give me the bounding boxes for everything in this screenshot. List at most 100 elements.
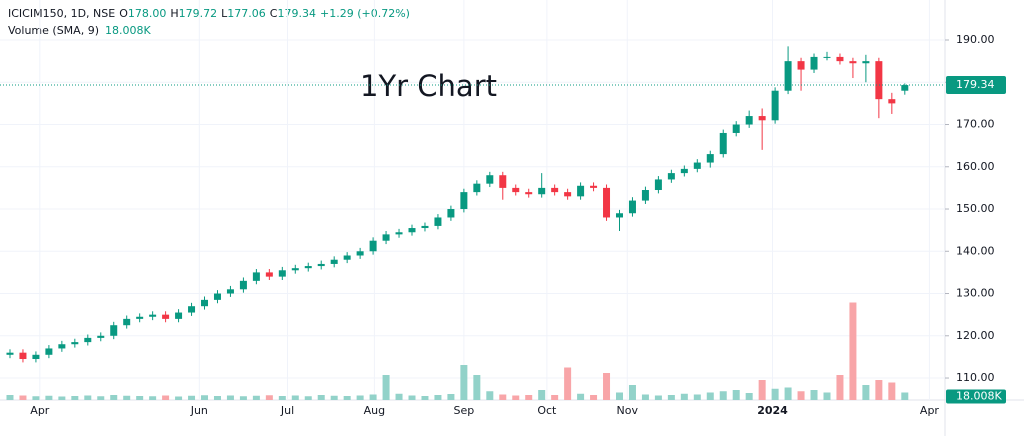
candle-body xyxy=(434,217,442,226)
x-tick-label: Jul xyxy=(280,404,294,417)
candle-body xyxy=(330,259,338,264)
volume-tag-label: 18.008K xyxy=(956,389,1002,402)
o-value: 178.00 xyxy=(128,7,167,20)
volume-bar xyxy=(304,396,312,400)
candle-body xyxy=(317,263,325,267)
candle-body xyxy=(849,61,857,64)
y-tick-label: 120.00 xyxy=(956,329,995,342)
volume-bar xyxy=(330,395,338,400)
volume-bar xyxy=(512,395,520,400)
volume-bar xyxy=(901,392,909,400)
volume-bar xyxy=(680,393,688,400)
volume-bar xyxy=(654,395,662,400)
candle-body xyxy=(603,187,611,218)
candle-body xyxy=(447,209,455,218)
volume-bar xyxy=(499,394,507,400)
candle-body xyxy=(369,240,377,252)
volume-bar xyxy=(628,385,636,400)
volume-bar xyxy=(823,392,831,400)
candle-body xyxy=(875,61,883,100)
candle-body xyxy=(45,348,53,355)
annotation: 1Yr Chart xyxy=(360,69,497,103)
candle-body xyxy=(162,314,170,319)
candle-body xyxy=(213,293,221,300)
volume-bar xyxy=(175,396,183,400)
candle-body xyxy=(771,90,779,121)
candle-body xyxy=(6,352,14,355)
candle-body xyxy=(628,200,636,214)
volume-bar xyxy=(395,393,403,400)
c-value: 179.34 xyxy=(277,7,316,20)
x-tick-label: Aug xyxy=(364,404,385,417)
candle-body xyxy=(278,270,286,277)
volume-value: 18.008K xyxy=(105,24,151,37)
candle-body xyxy=(797,61,805,70)
candle-body xyxy=(201,299,209,307)
y-tick-label: 190.00 xyxy=(956,33,995,46)
volume-bar xyxy=(239,396,247,400)
candle-body xyxy=(823,56,831,58)
volume-bar xyxy=(862,385,870,400)
candle-body xyxy=(810,56,818,70)
candle-body xyxy=(252,272,260,281)
volume-bar xyxy=(369,394,377,400)
candle-body xyxy=(615,213,623,218)
candle-body xyxy=(265,272,273,277)
volume-bar xyxy=(382,375,390,400)
candle-body xyxy=(654,179,662,191)
candle-body xyxy=(641,190,649,201)
candle-body xyxy=(732,124,740,133)
y-tick-label: 150.00 xyxy=(956,202,995,215)
l-label: L xyxy=(221,7,228,20)
volume-bar xyxy=(538,390,546,400)
grid xyxy=(0,0,945,400)
volume-bar xyxy=(188,395,196,400)
volume-bar xyxy=(667,395,675,400)
volume-bar xyxy=(836,375,844,400)
volume-bar xyxy=(123,395,131,400)
volume-name: Volume (SMA, 9) xyxy=(8,24,99,37)
volume-bar xyxy=(356,395,364,400)
candle-body xyxy=(175,312,183,319)
x-tick-label: Nov xyxy=(617,404,639,417)
y-tick-label: 130.00 xyxy=(956,287,995,300)
candle-body xyxy=(188,306,196,313)
candle-body xyxy=(408,228,416,233)
volume-bar xyxy=(875,380,883,400)
volume-bar xyxy=(19,395,27,400)
candle-body xyxy=(421,225,429,229)
candle-body xyxy=(901,85,909,91)
candle-body xyxy=(84,337,92,343)
x-tick-label: Sep xyxy=(454,404,475,417)
candle-body xyxy=(719,132,727,155)
candle-body xyxy=(382,234,390,241)
candle-body xyxy=(136,316,144,319)
x-tick-label: Oct xyxy=(537,404,557,417)
volume-bar xyxy=(226,395,234,400)
volume-bar xyxy=(810,390,818,400)
candle-body xyxy=(888,99,896,104)
volume-bar xyxy=(201,395,209,400)
volume-bar xyxy=(888,382,896,400)
y-tick-label: 170.00 xyxy=(956,118,995,131)
volume-bar xyxy=(732,390,740,400)
candle-body xyxy=(486,175,494,184)
candle-body xyxy=(784,61,792,91)
volume-bar xyxy=(693,394,701,400)
y-tick-label: 160.00 xyxy=(956,160,995,173)
candle-body xyxy=(110,325,118,336)
volume-bar xyxy=(603,373,611,400)
candle-body xyxy=(19,352,27,360)
x-tick-label: 2024 xyxy=(757,404,788,417)
candle-body xyxy=(564,192,572,197)
last-price-label: 179.34 xyxy=(956,78,995,91)
volume-bar xyxy=(771,388,779,400)
volume-bar xyxy=(265,395,273,400)
l-value: 177.06 xyxy=(227,7,266,20)
symbol: ICICIM150, 1D, NSE xyxy=(8,7,115,20)
candle-body xyxy=(343,255,351,260)
volume-bar xyxy=(473,375,481,400)
volume-bar xyxy=(58,396,66,400)
candle-body xyxy=(149,314,157,317)
x-tick-label: Apr xyxy=(920,404,940,417)
